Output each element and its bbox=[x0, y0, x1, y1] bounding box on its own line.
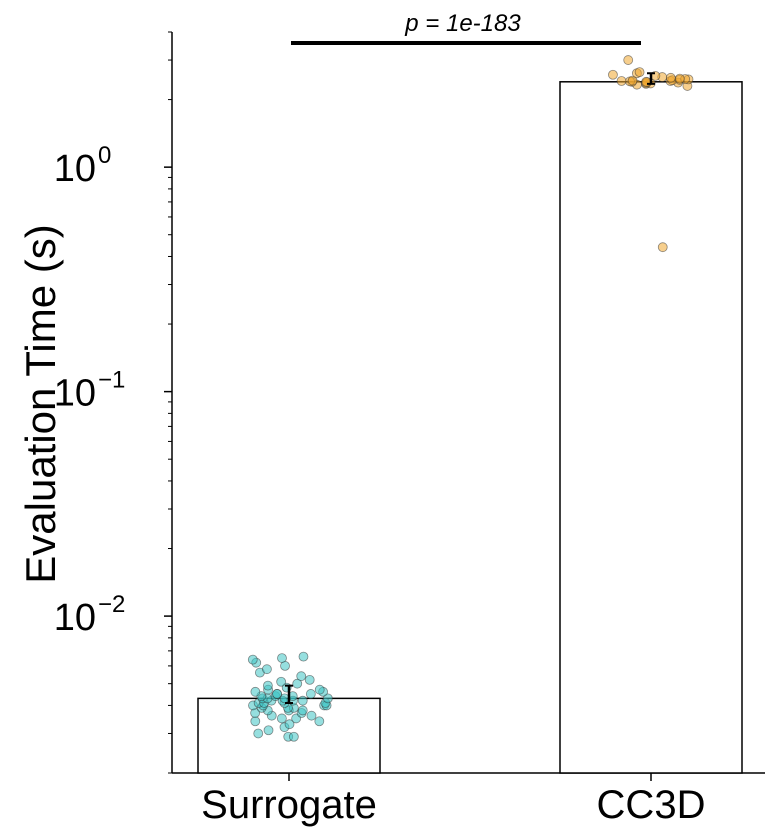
x-tick-label-surrogate: Surrogate bbox=[201, 783, 377, 827]
data-point bbox=[641, 76, 652, 87]
data-point bbox=[297, 695, 308, 706]
category-labels: Surrogate CC3D bbox=[201, 773, 705, 827]
y-tick-exponent: −1 bbox=[98, 367, 125, 394]
y-axis-label: Evaluation Time (s) bbox=[17, 224, 64, 583]
data-point bbox=[277, 653, 287, 663]
data-point bbox=[305, 689, 316, 699]
error-bars bbox=[285, 72, 655, 705]
data-point bbox=[263, 725, 274, 736]
data-point bbox=[276, 676, 287, 687]
data-point bbox=[298, 651, 309, 662]
y-tick-exponent: 0 bbox=[98, 142, 111, 169]
data-point bbox=[292, 678, 303, 689]
data-point bbox=[276, 713, 287, 724]
data-point bbox=[253, 728, 264, 739]
data-point bbox=[627, 75, 638, 86]
y-tick-label: 10 bbox=[54, 373, 96, 415]
data-point bbox=[634, 67, 645, 78]
data-point bbox=[665, 72, 676, 83]
data-point bbox=[616, 76, 627, 86]
x-tick-label-cc3d: CC3D bbox=[597, 783, 706, 827]
data-point bbox=[284, 719, 295, 730]
data-point bbox=[657, 242, 668, 253]
data-point bbox=[322, 693, 333, 704]
data-point bbox=[297, 705, 308, 716]
bar-cc3d bbox=[559, 81, 743, 774]
y-tick-label: 10 bbox=[54, 597, 96, 639]
y-tick-exponent: −2 bbox=[98, 591, 125, 618]
data-point bbox=[608, 69, 618, 80]
data-point bbox=[296, 671, 307, 682]
p-value-annotation: p = 1e-183 bbox=[404, 10, 521, 37]
data-point bbox=[262, 680, 273, 691]
bars bbox=[197, 81, 743, 774]
data-point bbox=[304, 674, 315, 685]
y-tick-label: 10 bbox=[54, 148, 96, 190]
data-point bbox=[247, 654, 258, 665]
data-point bbox=[314, 716, 325, 727]
data-point bbox=[262, 664, 272, 675]
data-point bbox=[250, 686, 261, 697]
data-point bbox=[288, 731, 299, 742]
data-point bbox=[272, 689, 282, 699]
data-point bbox=[250, 716, 261, 727]
data-point bbox=[314, 684, 325, 695]
data-point bbox=[674, 73, 685, 84]
data-point bbox=[306, 710, 317, 721]
data-point bbox=[623, 55, 634, 65]
